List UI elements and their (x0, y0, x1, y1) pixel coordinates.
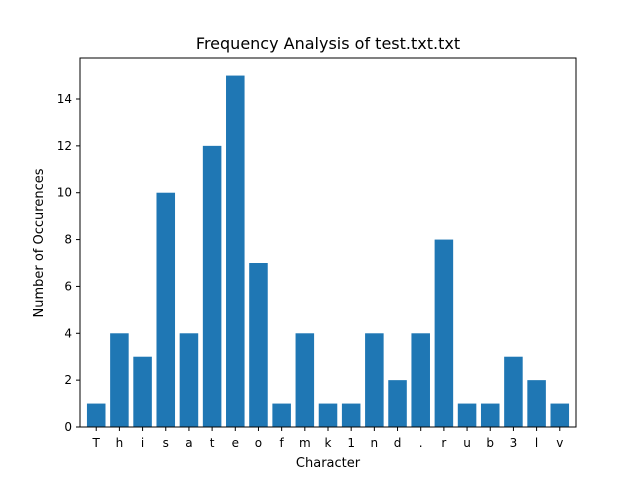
y-axis-ticks: 0 2 4 6 8 10 12 14 (57, 92, 80, 434)
bar-4 (179, 333, 199, 427)
y-tick-label-5: 10 (57, 186, 72, 200)
x-tick-label-20: v (556, 436, 563, 450)
y-tick-label-4: 8 (64, 233, 72, 247)
bar-2 (133, 356, 152, 427)
bar-19 (527, 380, 546, 427)
bar-12 (365, 333, 384, 427)
bar-18 (504, 356, 523, 427)
bar-15 (434, 239, 454, 427)
bar-11 (341, 403, 361, 427)
bar-9 (295, 333, 315, 427)
bar-8 (272, 403, 291, 427)
bar-3 (156, 192, 176, 427)
x-tick-label-1: h (116, 436, 124, 450)
x-tick-label-0: T (92, 436, 101, 450)
x-tick-label-2: i (141, 436, 144, 450)
x-tick-label-6: e (232, 436, 239, 450)
bar-14 (411, 333, 430, 427)
x-tick-label-14: . (419, 436, 423, 450)
bar-7 (249, 263, 268, 427)
x-tick-label-17: b (486, 436, 494, 450)
y-tick-label-6: 12 (57, 139, 72, 153)
chart-title: Frequency Analysis of test.txt.txt (196, 34, 460, 53)
bar-16 (457, 403, 477, 427)
x-tick-label-12: n (371, 436, 379, 450)
x-tick-label-4: a (185, 436, 192, 450)
bar-1 (110, 333, 129, 427)
x-tick-label-19: l (535, 436, 538, 450)
x-tick-label-16: u (463, 436, 471, 450)
x-tick-label-8: f (280, 436, 285, 450)
bar-10 (318, 403, 338, 427)
y-tick-label-7: 14 (57, 92, 72, 106)
x-tick-label-7: o (255, 436, 262, 450)
x-tick-label-3: s (163, 436, 169, 450)
y-tick-label-1: 2 (64, 373, 72, 387)
y-axis-label: Number of Occurences (32, 168, 47, 317)
plot-frame (79, 57, 577, 428)
bar-6 (226, 75, 245, 428)
bar-0 (86, 403, 106, 427)
bars-layer (86, 75, 570, 428)
y-tick-label-3: 6 (64, 279, 72, 293)
x-tick-label-18: 3 (510, 436, 518, 450)
y-tick-label-2: 4 (64, 326, 72, 340)
bar-5 (202, 145, 222, 427)
x-tick-label-5: t (210, 436, 215, 450)
bar-20 (550, 403, 570, 427)
x-tick-label-13: d (394, 436, 402, 450)
bar-17 (480, 403, 500, 427)
x-tick-label-15: r (441, 436, 446, 450)
x-axis-label: Character (296, 456, 361, 471)
y-tick-label-0: 0 (64, 420, 72, 434)
x-tick-label-11: 1 (347, 436, 355, 450)
x-tick-label-10: k (325, 436, 332, 450)
bar-13 (388, 380, 407, 427)
x-tick-label-9: m (299, 436, 311, 450)
